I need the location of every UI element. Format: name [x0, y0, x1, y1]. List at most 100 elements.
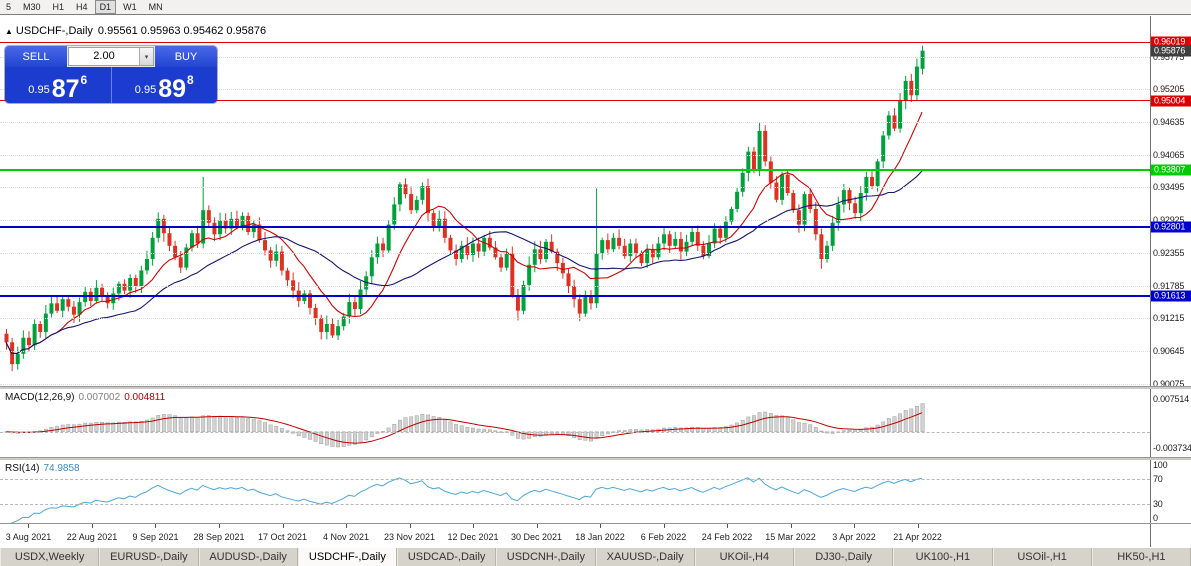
- macd-axis-label: 0.007514: [1153, 393, 1189, 404]
- chart-tab-usdchf-daily[interactable]: USDCHF-,Daily: [297, 548, 397, 566]
- macd-axis-label: -0.003734: [1153, 442, 1191, 453]
- price-level-tag: 0.93807: [1151, 164, 1191, 176]
- timeframe-toolbar: 5 M30 H1 H4 D1 W1 MN: [0, 0, 1191, 15]
- candles-plot: [4, 45, 925, 372]
- chart-tab-usdcnh-daily[interactable]: USDCNH-,Daily: [496, 548, 596, 566]
- date-axis-label: 30 Dec 2021: [510, 532, 563, 542]
- date-tick: [28, 524, 30, 528]
- volume-value[interactable]: 2.00: [93, 50, 115, 62]
- chart-tab-bar: USDX,Weekly EURUSD-,Daily AUDUSD-,Daily USD…: [0, 547, 1191, 566]
- date-axis-label: 12 Dec 2021: [447, 532, 499, 542]
- price-level-tag: 0.91613: [1151, 290, 1191, 302]
- date-axis-label: 18 Jan 2022: [575, 532, 625, 542]
- one-click-top-row: SELL 2.00 ▾ BUY: [5, 46, 217, 67]
- rsi-plot[interactable]: RSI(14) 74.9858: [0, 460, 1150, 523]
- sell-price[interactable]: 0.95 87 6: [5, 67, 111, 103]
- chart-tab-audusd-daily[interactable]: AUDUSD-,Daily: [198, 548, 298, 566]
- moving-average-line-10: [5, 111, 923, 354]
- date-axis-label: 4 Nov 2021: [322, 532, 370, 542]
- chart-tab-xauusd-daily[interactable]: XAUUSD-,Daily: [595, 548, 695, 566]
- rsi-axis-label: 30: [1153, 499, 1163, 510]
- date-axis-label: 28 Sep 2021: [193, 532, 245, 542]
- date-axis-label: 21 Apr 2022: [893, 532, 942, 542]
- macd-panel: MACD(12,26,9) 0.007002 0.004811 0.007514 -0…: [0, 389, 1191, 457]
- time-axis-corner: [1150, 524, 1191, 547]
- timeframe-button-h4[interactable]: H4: [76, 2, 88, 12]
- rsi-axis[interactable]: 100 70 30 0: [1150, 460, 1191, 523]
- price-axis-label: 0.91785: [1153, 280, 1185, 291]
- chart-tab-uk100-h1[interactable]: UK100-,H1: [893, 548, 993, 566]
- timeframe-button-5[interactable]: 5: [6, 2, 12, 12]
- date-tick: [346, 524, 347, 528]
- chart-tab-usdx-weekly[interactable]: USDX,Weekly: [0, 548, 100, 566]
- macd-name: MACD(12,26,9): [5, 392, 75, 403]
- buy-price-pip: 8: [187, 73, 194, 87]
- price-axis-label: 0.94065: [1153, 149, 1185, 160]
- chart-tab-eurusd-daily[interactable]: EURUSD-,Daily: [99, 548, 199, 566]
- panel-splitter[interactable]: [0, 457, 1191, 460]
- macd-chart: [4, 403, 925, 448]
- timeframe-button-h1[interactable]: H1: [52, 2, 65, 12]
- sell-price-pip: 6: [80, 73, 88, 87]
- chart-tab-ukoil-h4[interactable]: UKOil-,H4: [694, 548, 794, 566]
- price-axis-label: 0.92925: [1153, 215, 1185, 226]
- one-click-price-row: 0.95 87 6 0.95 89 8: [5, 67, 217, 103]
- price-axis-label: 0.91215: [1153, 313, 1185, 324]
- date-tick: [282, 524, 284, 528]
- date-axis-label: 15 Mar 2022: [765, 532, 816, 542]
- rsi-value: 74.9858: [43, 463, 80, 474]
- chart-tab-dj30-daily[interactable]: DJ30-,Daily: [794, 548, 894, 566]
- rsi-chart: [11, 477, 923, 523]
- price-axis-label: 0.95775: [1153, 51, 1185, 62]
- rsi-label: RSI(14) 74.9858: [5, 463, 84, 474]
- date-tick: [790, 524, 792, 528]
- date-axis-label: 17 Oct 2021: [257, 532, 308, 542]
- date-tick: [536, 524, 538, 528]
- timeframe-button-m30[interactable]: M30: [23, 2, 41, 12]
- date-tick: [854, 524, 856, 528]
- one-click-divider: [110, 67, 112, 103]
- volume-dropdown-button[interactable]: ▾: [139, 48, 153, 65]
- timeframe-button-w1[interactable]: W1: [123, 2, 137, 12]
- macd-plot[interactable]: MACD(12,26,9) 0.007002 0.004811: [0, 389, 1150, 457]
- date-tick: [409, 524, 411, 528]
- buy-button[interactable]: BUY: [155, 46, 217, 67]
- sell-button[interactable]: SELL: [5, 46, 67, 67]
- panel-splitter[interactable]: [0, 386, 1191, 389]
- price-axis-label: 0.90645: [1153, 346, 1185, 357]
- current-price-tag: 0.95876: [1151, 45, 1191, 57]
- date-tick: [91, 524, 93, 528]
- rsi-axis-label: 100: [1153, 460, 1168, 470]
- chart-tab-usoil-h1[interactable]: USOil-,H1: [992, 548, 1092, 566]
- macd-axis[interactable]: 0.007514 -0.003734: [1150, 389, 1191, 457]
- volume-field[interactable]: 2.00 ▾: [68, 47, 154, 66]
- date-axis-label: 6 Feb 2022: [640, 532, 687, 542]
- timeframe-button-d1[interactable]: D1: [94, 0, 117, 14]
- date-axis-label: 9 Sep 2021: [132, 532, 179, 542]
- price-level-tag: 0.96019: [1151, 36, 1191, 48]
- date-tick: [155, 524, 157, 528]
- buy-price[interactable]: 0.95 89 8: [112, 67, 218, 103]
- date-tick: [663, 524, 665, 528]
- sell-price-base: 0.95: [28, 84, 50, 96]
- buy-price-base: 0.95: [134, 84, 157, 96]
- macd-label: MACD(12,26,9) 0.007002 0.004811: [5, 392, 169, 403]
- moving-average-line-24: [5, 170, 923, 354]
- price-axis-label: 0.93495: [1153, 182, 1185, 193]
- time-axis[interactable]: 3 Aug 2021 22 Aug 2021 9 Sep 2021 28 Sep 20…: [0, 524, 1150, 547]
- date-tick: [473, 524, 475, 528]
- chart-tab-hk50-h1[interactable]: HK50-,H1: [1091, 548, 1191, 566]
- rsi-panel: RSI(14) 74.9858 100 70 30 0: [0, 460, 1191, 523]
- date-tick: [727, 524, 729, 528]
- main-chart-panel: ▲ USDCHF-,Daily 0.95561 0.95963 0.95462 0.…: [0, 16, 1191, 386]
- chart-ohlc-values: 0.95561 0.95963 0.95462 0.95876: [97, 25, 267, 37]
- price-axis[interactable]: 0.95775 0.95205 0.94635 0.94065 0.93495 0.929…: [1150, 16, 1191, 386]
- sell-price-big: 87: [51, 75, 80, 103]
- one-click-toggle-icon[interactable]: ▲: [5, 27, 13, 36]
- candlestick-chart[interactable]: ▲ USDCHF-,Daily 0.95561 0.95963 0.95462 0.…: [0, 16, 1150, 386]
- timeframe-button-mn[interactable]: MN: [148, 2, 163, 12]
- time-axis-panel: 3 Aug 2021 22 Aug 2021 9 Sep 2021 28 Sep 20…: [0, 523, 1191, 547]
- rsi-name: RSI(14): [5, 463, 40, 474]
- chart-tab-usdcad-daily[interactable]: USDCAD-,Daily: [397, 548, 497, 566]
- chart-symbol-label: USDCHF-,Daily: [15, 25, 93, 37]
